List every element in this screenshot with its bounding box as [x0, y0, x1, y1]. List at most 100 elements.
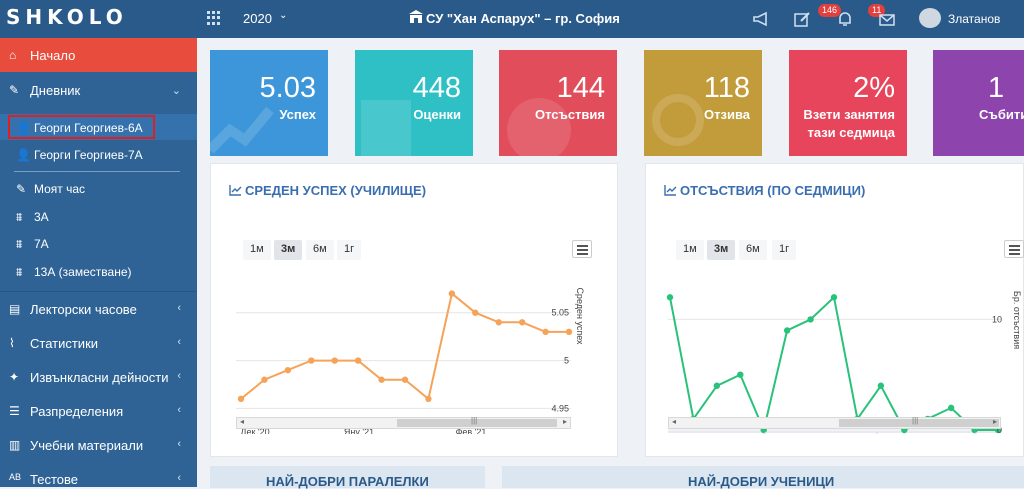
- sidebar-item-statistics[interactable]: ⌇ Статистики ‹: [9, 336, 181, 351]
- data-point: [666, 294, 674, 301]
- top-bar: SHKOLO 2020 ⌄ СУ "Хан Аспарух" – гр. Соф…: [0, 0, 1024, 38]
- school-icon: [409, 10, 423, 23]
- chart-menu-button[interactable]: [572, 240, 592, 258]
- chevron-left-icon: ‹: [177, 404, 181, 416]
- sidebar-sub-item[interactable]: ⩩ 7А: [16, 237, 49, 251]
- chevron-left-icon: ‹: [177, 438, 181, 450]
- sidebar-sub-item[interactable]: ⩩ 3А: [16, 210, 49, 224]
- sidebar-item-tests[interactable]: AB Тестове ‹: [9, 472, 181, 487]
- chart-icon: [664, 185, 677, 196]
- highlight-box: [8, 115, 155, 139]
- user-name[interactable]: Златанов: [948, 12, 1001, 26]
- chart-icon: ⌇: [9, 336, 15, 350]
- data-point: [448, 290, 456, 297]
- envelope-icon[interactable]: [878, 10, 896, 28]
- card-title: СРЕДЕН УСПЕХ (УЧИЛИЩЕ): [245, 183, 427, 198]
- tile-feedback[interactable]: 118 Отзива: [644, 50, 762, 156]
- sidebar-sub-item[interactable]: ⩩ 13А (заместване): [16, 265, 132, 279]
- year-select[interactable]: 2020: [243, 11, 272, 26]
- data-point: [877, 382, 885, 389]
- y-tick-label: 10: [992, 314, 1002, 324]
- scroll-left-icon[interactable]: ◂: [672, 417, 677, 426]
- scroll-thumb[interactable]: [397, 419, 557, 427]
- chevron-down-icon: ⌄: [171, 85, 181, 97]
- runner-icon: ✦: [9, 370, 20, 384]
- sidebar-sub-item[interactable]: 👤 Георги Георгиев-6А: [0, 114, 197, 140]
- chart-scrollbar[interactable]: ◂ ||| ▸: [236, 416, 571, 429]
- data-point: [947, 404, 955, 412]
- tile-grade[interactable]: 5.03 Успех: [210, 50, 328, 156]
- scroll-right-icon[interactable]: ▸: [992, 417, 997, 426]
- search-icon: [652, 94, 704, 146]
- chevron-left-icon: ‹: [177, 336, 181, 348]
- absences-card: ОТСЪСТВИЯ (ПО СЕДМИЦИ) 1м 3м 6м 1г 100Ян…: [645, 163, 1024, 457]
- range-1m[interactable]: 1м: [243, 240, 271, 260]
- sidebar-item-diary[interactable]: ✎ Дневник ⌄: [0, 72, 197, 106]
- sidebar-item-extracurricular[interactable]: ✦ Извънкласни дейности ‹: [9, 370, 181, 385]
- range-3m[interactable]: 3м: [274, 240, 303, 260]
- class-icon: ⩩: [16, 265, 23, 279]
- grades-card: СРЕДЕН УСПЕХ (УЧИЛИЩЕ) 1м 3м 6м 1г 5.05 5…: [210, 163, 618, 457]
- messages-badge: 11: [868, 4, 886, 17]
- sidebar-sub-item[interactable]: ✎ Моят час: [16, 182, 86, 196]
- data-point: [308, 357, 315, 364]
- avatar[interactable]: [919, 8, 941, 28]
- data-point: [713, 382, 721, 389]
- list-icon: ☰: [9, 404, 20, 418]
- series-line: [669, 295, 998, 434]
- range-1m[interactable]: 1м: [676, 240, 704, 260]
- sidebar-item-lectures[interactable]: ▤ Лекторски часове ‹: [9, 302, 181, 317]
- data-point: [783, 327, 791, 334]
- data-point: [237, 395, 245, 403]
- range-6m[interactable]: 6м: [739, 240, 767, 260]
- chevron-left-icon: ‹: [177, 370, 181, 382]
- bell-icon[interactable]: [836, 10, 854, 28]
- grades-chart: 5.05 5 4.95 Дек '20 Яну '21 Фев '21 Среден усп…: [236, 287, 585, 434]
- tile-events[interactable]: 1 Събити: [933, 50, 1024, 156]
- list-icon: [361, 100, 411, 156]
- pencil-icon[interactable]: [793, 10, 811, 28]
- chair-icon: ▤: [9, 302, 21, 316]
- grip-icon: |||: [912, 416, 919, 425]
- data-point: [284, 366, 292, 374]
- chart-scrollbar[interactable]: ◂ ||| ▸: [668, 416, 1001, 429]
- y-tick-label: 4.95: [551, 403, 569, 413]
- chart-menu-button[interactable]: [1004, 240, 1024, 258]
- grid-icon[interactable]: [207, 11, 221, 25]
- series-line: [240, 291, 569, 401]
- scroll-thumb[interactable]: [839, 419, 999, 427]
- megaphone-icon[interactable]: [752, 10, 770, 28]
- sidebar-item-materials[interactable]: ▥ Учебни материали ‹: [9, 438, 181, 453]
- chevron-down-icon[interactable]: ⌄: [279, 10, 288, 21]
- tile-lessons[interactable]: 2% Взети занятия тази седмица: [789, 50, 907, 156]
- sidebar-item-home[interactable]: ⌂ Начало: [0, 38, 197, 72]
- scroll-left-icon[interactable]: ◂: [240, 417, 245, 426]
- tile-marks[interactable]: 448 Оценки: [355, 50, 473, 156]
- x-tick-label: Фев '21: [456, 427, 487, 434]
- chart-icon: [229, 185, 242, 196]
- y-tick-label: 5.05: [551, 308, 569, 318]
- books-icon: ▥: [9, 438, 21, 452]
- card-title: ОТСЪСТВИЯ (ПО СЕДМИЦИ): [680, 183, 866, 198]
- range-1y[interactable]: 1г: [337, 240, 362, 260]
- sidebar-item-schedules[interactable]: ☰ Разпределения ‹: [9, 404, 181, 419]
- scroll-right-icon[interactable]: ▸: [562, 417, 567, 426]
- data-point: [495, 319, 502, 326]
- notifications-badge: 146: [818, 4, 842, 17]
- best-classes-card: НАЙ-ДОБРИ ПАРАЛЕЛКИ: [210, 466, 485, 489]
- warning-icon: [507, 98, 571, 156]
- data-point: [737, 371, 744, 378]
- data-point: [425, 395, 432, 403]
- data-point: [331, 357, 338, 364]
- edit-icon: ✎: [9, 83, 20, 97]
- range-3m[interactable]: 3м: [707, 240, 736, 260]
- range-6m[interactable]: 6м: [306, 240, 334, 260]
- sidebar-sub-item[interactable]: 👤 Георги Георгиев-7А: [16, 148, 143, 162]
- range-1y[interactable]: 1г: [772, 240, 797, 260]
- data-point: [542, 328, 549, 336]
- class-icon: ⩩: [16, 210, 23, 224]
- data-point: [401, 376, 409, 383]
- tile-absences[interactable]: 144 Отсъствия: [499, 50, 617, 156]
- logo[interactable]: SHKOLO: [6, 5, 128, 29]
- chevron-left-icon: ‹: [177, 302, 181, 314]
